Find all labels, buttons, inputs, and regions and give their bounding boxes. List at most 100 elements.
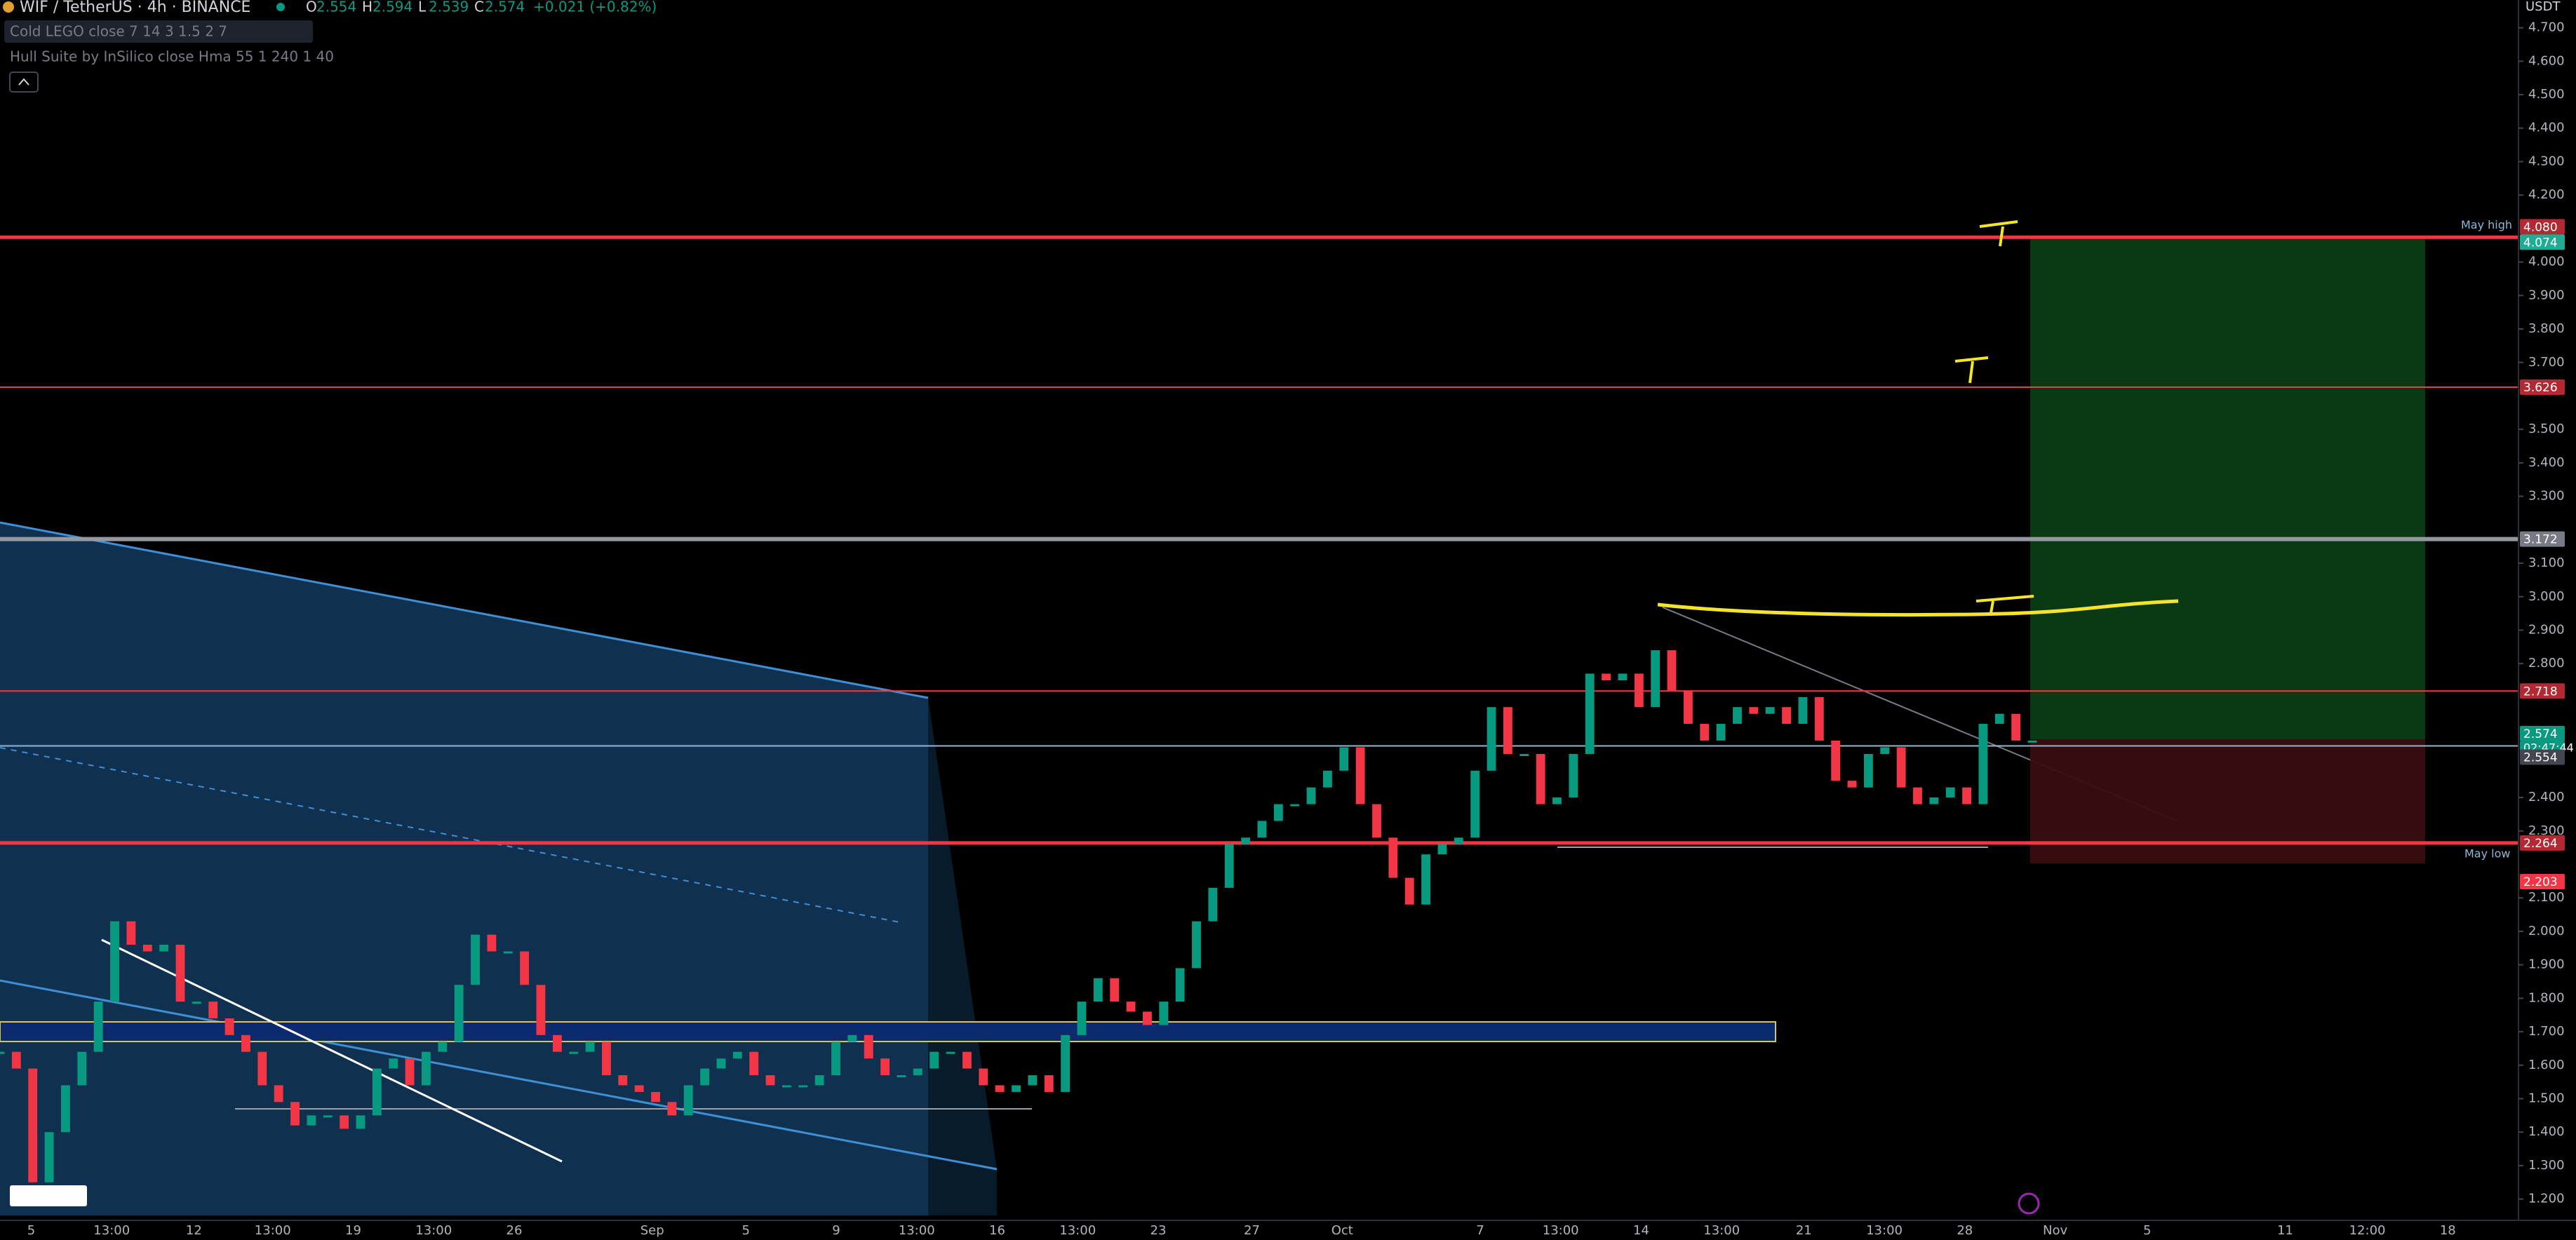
y-tick-label: 4.500 <box>2528 87 2565 102</box>
candle <box>2011 713 2021 741</box>
candle <box>307 1115 316 1126</box>
x-tick-label: Oct <box>1331 1223 1353 1238</box>
candle <box>1667 650 1677 691</box>
candle <box>1683 690 1693 725</box>
price-label: 3.626 <box>2523 381 2558 395</box>
collapse-button[interactable] <box>9 72 39 93</box>
loss-zone <box>2030 739 2425 864</box>
x-tick-label: 14 <box>1633 1223 1649 1238</box>
x-tick-label: 13:00 <box>1703 1223 1740 1238</box>
candle <box>323 1115 333 1118</box>
market-status[interactable] <box>276 3 285 11</box>
candle <box>389 1058 398 1069</box>
candle <box>716 1058 726 1069</box>
candle <box>1749 707 1759 714</box>
x-tick-label: 21 <box>1796 1223 1812 1238</box>
y-tick-label: 4.400 <box>2528 121 2565 135</box>
candle <box>438 1042 448 1052</box>
candle <box>1945 787 1955 798</box>
candle <box>847 1035 857 1042</box>
y-tick-label: 2.800 <box>2528 656 2565 670</box>
x-tick-label: 13:00 <box>93 1223 130 1238</box>
candle <box>749 1051 759 1076</box>
y-tick-label: 2.100 <box>2528 890 2565 905</box>
candle <box>536 985 546 1035</box>
candle <box>1322 770 1332 788</box>
candle <box>520 951 530 985</box>
candle <box>930 1051 939 1069</box>
candle <box>700 1068 710 1086</box>
x-tick-label: 19 <box>345 1223 361 1238</box>
y-tick-label: 1.800 <box>2528 990 2565 1005</box>
candle <box>1978 724 1988 804</box>
candle <box>1110 978 1120 1002</box>
candles <box>0 650 2037 1182</box>
candle <box>569 1051 579 1054</box>
ohlc-key: H <box>362 0 373 15</box>
candle <box>1896 747 1906 788</box>
candle <box>159 944 169 952</box>
candle <box>175 944 185 1002</box>
profit-zone <box>2030 237 2425 740</box>
candle <box>1962 787 1971 804</box>
candle <box>340 1115 349 1129</box>
y-tick-label: 1.600 <box>2528 1058 2565 1072</box>
target-mark <box>1979 220 2018 247</box>
x-tick-label: Sep <box>640 1223 664 1238</box>
candle <box>732 1051 742 1059</box>
candle <box>224 1018 234 1035</box>
candle <box>798 1085 808 1088</box>
symbol: WIF / TetherUS · 4h · BINANCE <box>20 0 250 16</box>
replay-button[interactable] <box>2018 1192 2040 1215</box>
candle <box>1142 1011 1152 1025</box>
indicator-pill[interactable] <box>4 20 313 43</box>
x-tick-label: Nov <box>2043 1223 2067 1238</box>
candle <box>274 1085 283 1103</box>
candle <box>651 1091 660 1103</box>
candle <box>1552 797 1562 804</box>
candle <box>454 985 464 1042</box>
candle <box>1831 740 1841 781</box>
position-tool <box>2030 237 2425 864</box>
candle <box>880 1058 890 1076</box>
x-tick-label: 12:00 <box>2349 1223 2386 1238</box>
candle <box>405 1058 415 1086</box>
price-label-box <box>2520 749 2565 765</box>
candle <box>1093 978 1103 1002</box>
candle <box>372 1068 382 1116</box>
x-tick-label: 9 <box>832 1223 840 1238</box>
x-tick-label: 13:00 <box>1866 1223 1903 1238</box>
x-tick-label: 13:00 <box>899 1223 935 1238</box>
price-label: 2.718 <box>2523 685 2558 699</box>
candle <box>1388 837 1398 878</box>
candle <box>61 1085 70 1133</box>
candle <box>814 1075 824 1086</box>
candle <box>634 1085 644 1092</box>
candle <box>683 1085 693 1116</box>
level-annotation: May low <box>2464 847 2510 860</box>
demand-zone <box>0 1021 1776 1042</box>
indicator-legend: Cold LEGO close 7 14 3 1.5 2 7 <box>10 23 227 40</box>
candle <box>864 1035 873 1059</box>
x-tick-label: 5 <box>742 1223 749 1238</box>
y-tick-label: 2.400 <box>2528 790 2565 804</box>
candle <box>1454 837 1463 844</box>
candle <box>1487 707 1496 771</box>
y-tick-label: 1.700 <box>2528 1024 2565 1039</box>
candle <box>1994 713 2004 725</box>
candle <box>765 1075 775 1086</box>
currency: USDT <box>2525 0 2561 14</box>
candle <box>1192 921 1201 969</box>
candle <box>1536 754 1545 804</box>
candle <box>1339 747 1349 771</box>
candle <box>1257 821 1267 838</box>
candle <box>126 921 136 945</box>
candle <box>1175 968 1185 1002</box>
candle <box>28 1068 38 1182</box>
candle <box>1634 673 1644 708</box>
channel-extension <box>928 698 997 1215</box>
target-mark <box>1954 356 1989 384</box>
candle <box>962 1051 972 1069</box>
channel-mid <box>0 747 904 924</box>
